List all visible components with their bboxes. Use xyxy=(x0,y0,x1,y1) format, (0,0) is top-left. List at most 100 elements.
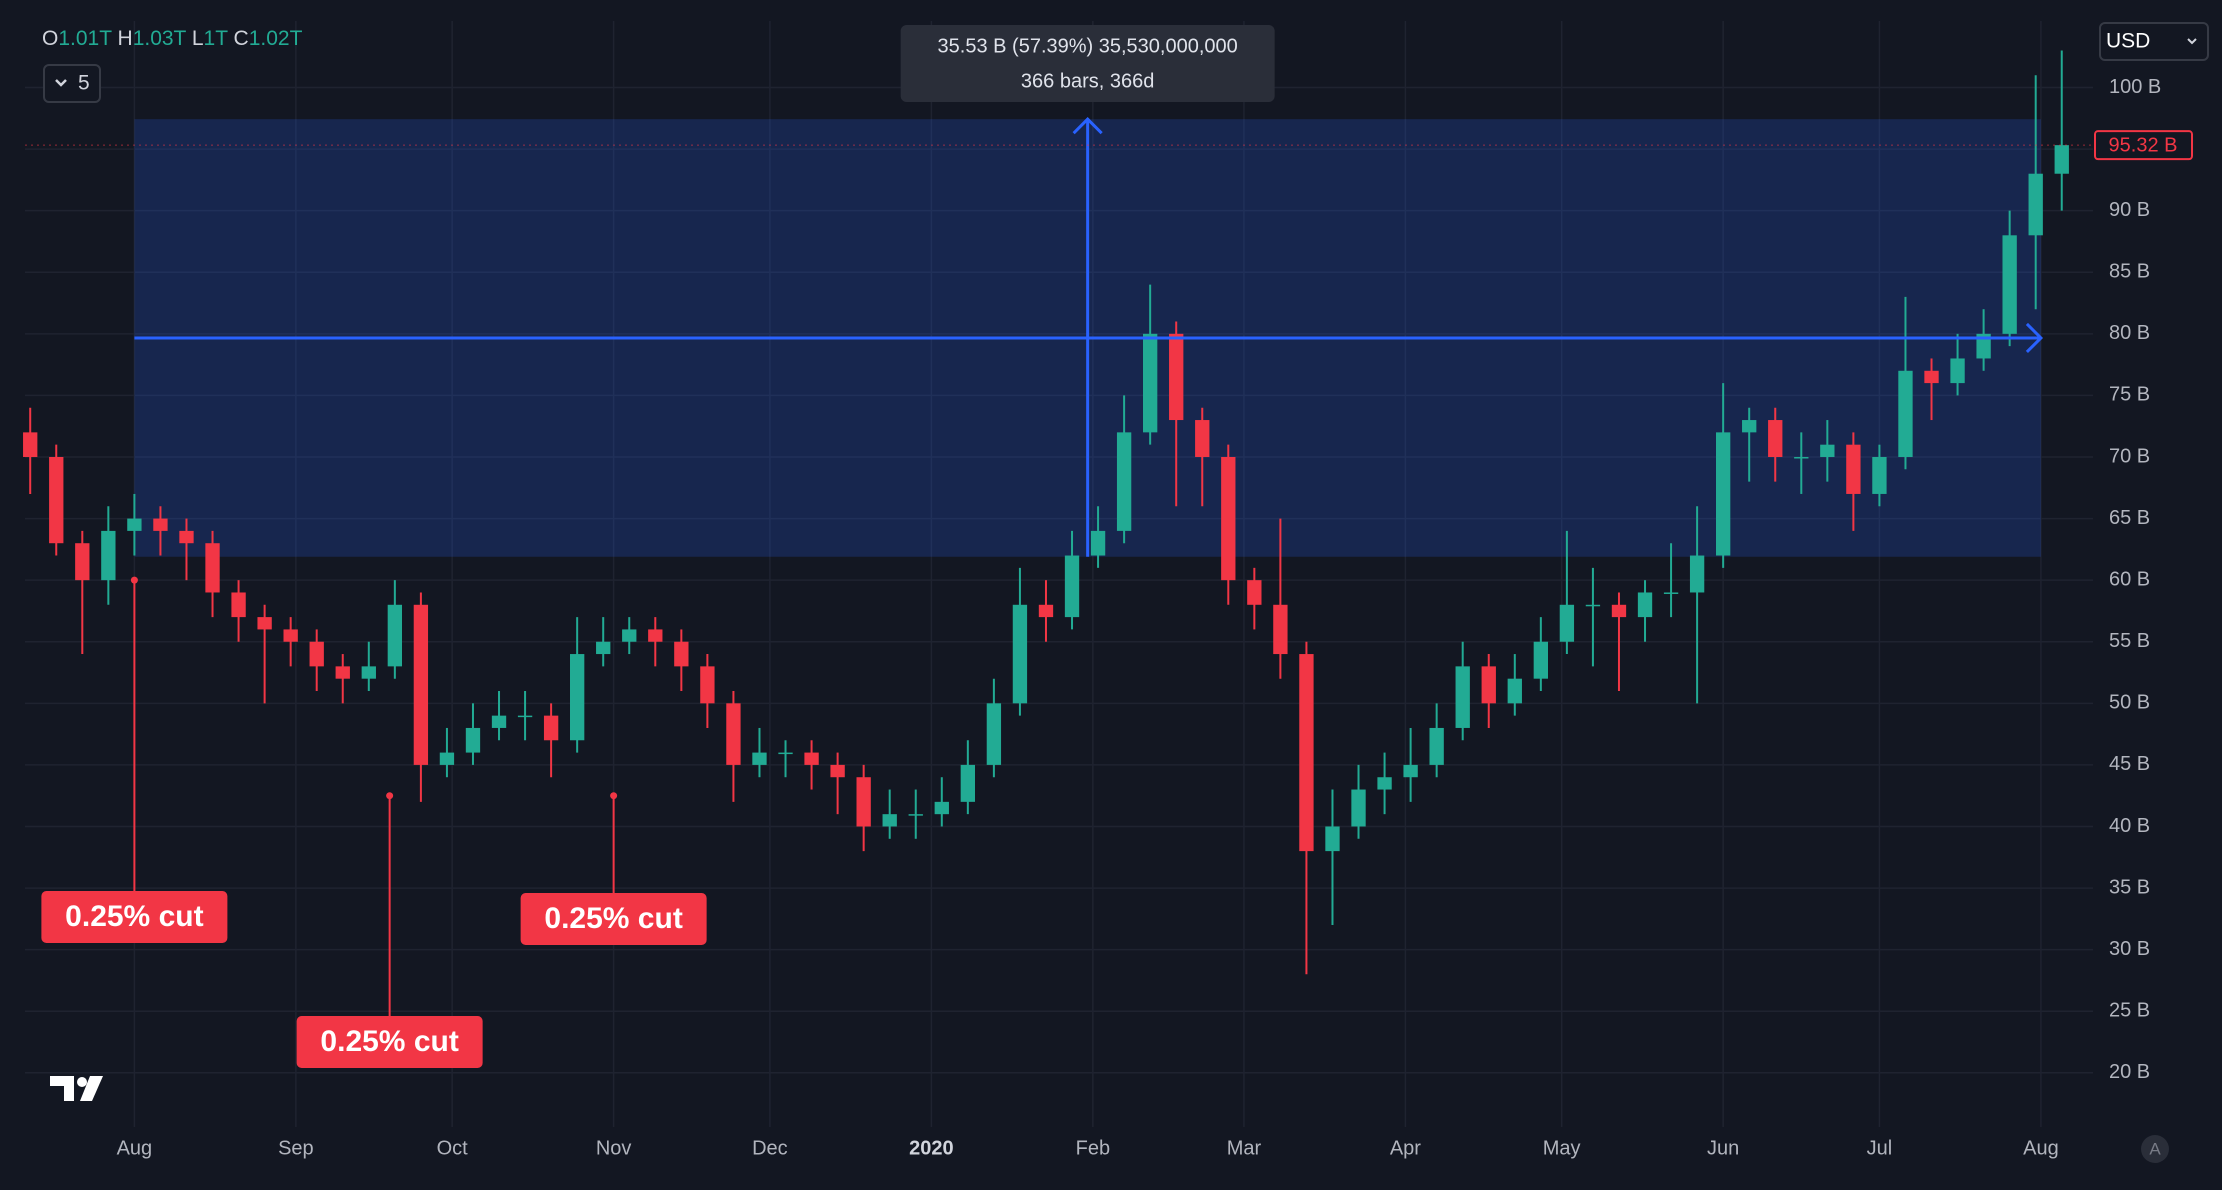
chevron-icon xyxy=(2187,38,2197,45)
candle-body xyxy=(127,518,142,531)
candles xyxy=(23,50,2069,975)
candle-body xyxy=(1533,641,1549,679)
annotation-anchor xyxy=(386,792,394,800)
candle-body xyxy=(361,666,376,679)
annotation-label: 0.25% cut xyxy=(65,900,203,933)
candle-body xyxy=(1768,420,1783,457)
y-tick-label: 50 B xyxy=(2109,692,2150,714)
last-price-tag xyxy=(2094,130,2193,161)
candle-body xyxy=(1351,789,1366,827)
logo-part xyxy=(77,1077,87,1087)
candle-body xyxy=(1794,456,1809,459)
indicator-toggle[interactable]: 5 xyxy=(43,64,101,103)
candle-body xyxy=(2054,145,2069,174)
candle-body xyxy=(752,752,767,765)
annotation-box xyxy=(296,1016,483,1068)
candle-body xyxy=(1064,555,1080,618)
candle-body xyxy=(257,617,272,630)
ohlc-value: 1.03T xyxy=(133,27,187,50)
candle-body xyxy=(1742,420,1757,433)
y-tick-label: 60 B xyxy=(2109,568,2150,590)
indicator-count: 5 xyxy=(78,72,90,95)
ohlc-value: 1.02T xyxy=(249,27,303,50)
currency-select[interactable]: USD xyxy=(2099,22,2209,61)
candle-body xyxy=(856,777,871,827)
auto-scale-button[interactable]: A xyxy=(2141,1135,2169,1163)
x-tick-label: Dec xyxy=(752,1137,788,1159)
y-tick-label: 70 B xyxy=(2109,445,2150,467)
y-tick-label: 25 B xyxy=(2109,1000,2150,1022)
y-tick-label: 20 B xyxy=(2109,1061,2150,1083)
annotation-anchor xyxy=(610,792,618,800)
button-circle xyxy=(2141,1135,2169,1163)
x-tick-label: Nov xyxy=(596,1137,632,1159)
y-tick-label: 35 B xyxy=(2109,876,2150,898)
y-tick-label: 75 B xyxy=(2109,384,2150,406)
candle-body xyxy=(1689,555,1705,593)
candle-body xyxy=(387,604,403,667)
ohlc-value: 1.01T xyxy=(58,27,112,50)
x-tick-label: Sep xyxy=(278,1137,314,1159)
measure-tooltip xyxy=(900,25,1275,102)
annotation-label: 0.25% cut xyxy=(320,1025,458,1058)
tooltip-text: 366 bars, 366d xyxy=(1021,70,1154,92)
candle-body xyxy=(1116,432,1132,531)
candle-body xyxy=(1247,580,1262,605)
candle-body xyxy=(1273,604,1288,655)
candle-body xyxy=(1038,604,1054,618)
candle-body xyxy=(1820,444,1835,457)
candle-body xyxy=(1195,420,1210,457)
drawings: 35.53 B (57.39%) 35,530,000,000 366 bars,… xyxy=(41,25,2044,1068)
candle-body xyxy=(596,641,611,655)
x-tick-label: Mar xyxy=(1227,1137,1262,1159)
ohlc-legend: O1.01T H1.03T L1T C1.02T xyxy=(42,27,303,50)
candle-body xyxy=(1012,604,1028,704)
candle-body xyxy=(908,814,923,816)
x-tick-label: Jun xyxy=(1707,1137,1739,1159)
y-tick-label: 45 B xyxy=(2109,753,2150,775)
x-tick-label: May xyxy=(1543,1137,1581,1159)
arrow-head xyxy=(2025,322,2044,354)
ohlc-key: O xyxy=(42,27,58,50)
candle-body xyxy=(1455,666,1470,728)
candle-body xyxy=(622,629,637,642)
candle-body xyxy=(1377,777,1392,790)
y-tick-label: 100 B xyxy=(2109,76,2161,98)
candle-body xyxy=(179,530,194,544)
y-tick-label: 65 B xyxy=(2109,507,2150,529)
y-tick-label: 40 B xyxy=(2109,815,2150,837)
x-tick-label: Apr xyxy=(1390,1137,1421,1159)
candle-body xyxy=(153,518,168,531)
candle-body xyxy=(205,543,220,593)
candle-body xyxy=(1976,333,1991,359)
candle-body xyxy=(1846,444,1861,494)
candle-body xyxy=(1325,826,1340,852)
candle-body xyxy=(1507,678,1522,704)
candle-body xyxy=(569,654,585,741)
currency-label: USD xyxy=(2106,30,2150,53)
candle-body xyxy=(439,752,455,765)
button-frame xyxy=(43,64,101,103)
candle-body xyxy=(726,703,741,765)
tooltip-text: 35.53 B (57.39%) 35,530,000,000 xyxy=(938,35,1238,57)
candle-body xyxy=(413,604,429,765)
candle-body xyxy=(648,629,663,642)
candle-body xyxy=(335,666,350,679)
candle-body xyxy=(543,715,559,741)
candle-body xyxy=(283,629,298,642)
candle-body xyxy=(2028,173,2043,236)
candle-body xyxy=(674,641,689,667)
candle-body xyxy=(517,715,533,718)
candle-body xyxy=(934,801,949,815)
candle-body xyxy=(700,666,715,704)
candle-body xyxy=(1559,604,1575,642)
ohlc-key: L xyxy=(192,27,204,50)
annotation-box xyxy=(41,891,228,943)
candle-body xyxy=(2002,235,2017,334)
candle-body xyxy=(804,752,819,765)
candle-body xyxy=(1637,592,1653,618)
x-tick-label: Jul xyxy=(1867,1137,1893,1159)
